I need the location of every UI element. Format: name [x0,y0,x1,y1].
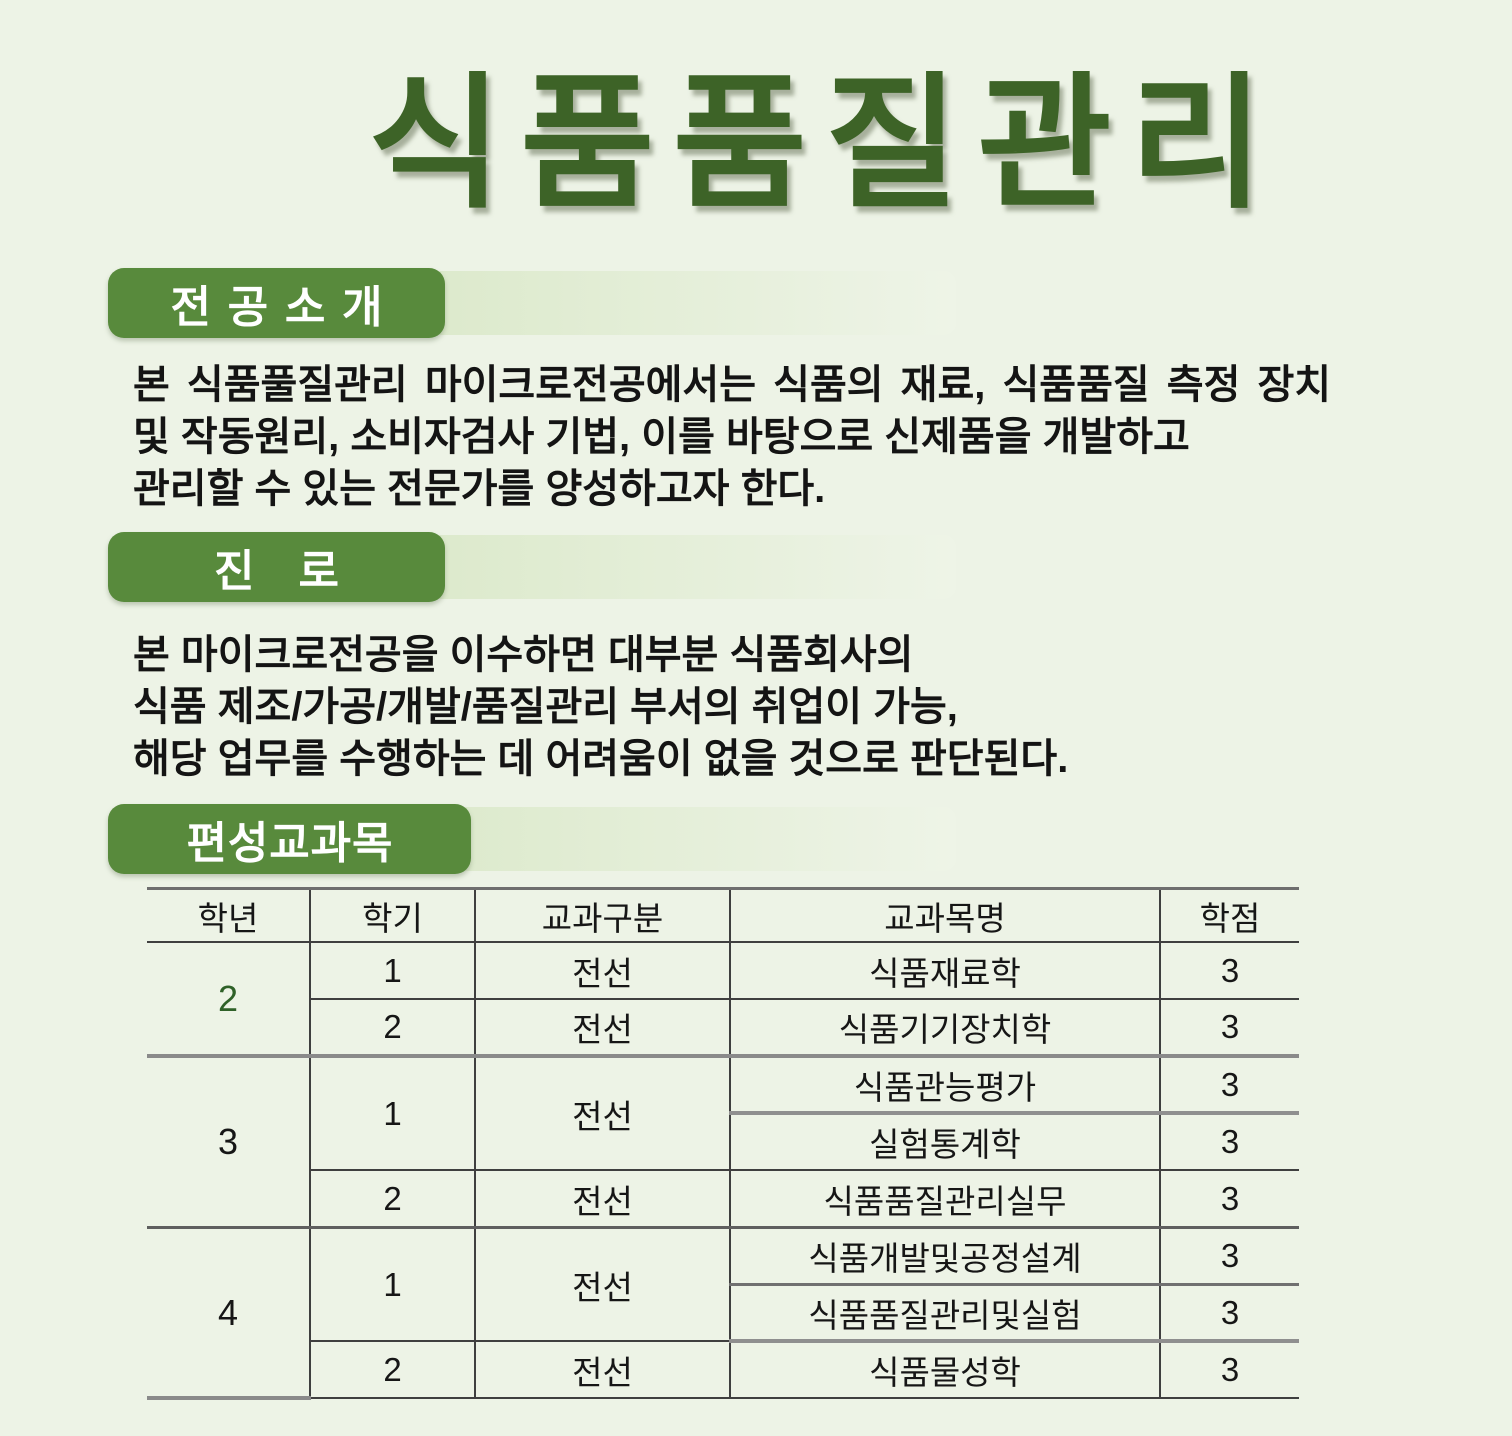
table-row: 3 1 전선 식품관능평가 3 [147,1056,1299,1229]
career-heading-label: 진로 [214,546,383,596]
course-name-cell: 식품기기장치학 [729,999,1160,1059]
header-cell-course: 교과목명 [729,886,1160,944]
table-row: 식품품질관리및실험 3 [147,1284,1299,1344]
table-header-row: 학년 학기 교과구분 교과목명 학점 [147,886,1299,944]
header-cell-credit: 학점 [1159,886,1299,944]
table-row: 4 1 전선 식품개발및공정설계 3 [147,1227,1299,1401]
category-cell: 전선 [474,942,730,1001]
course-name-cell: 식품재료학 [729,942,1160,1001]
course-name-cell: 식품품질관리실무 [729,1170,1160,1229]
course-name-cell: 식품물성학 [729,1341,1160,1400]
credit-cell: 3 [1159,1341,1299,1400]
paragraph-line: 식품 제조/가공/개발/품질관리 부서의 취업이 가능, [133,684,958,729]
course-name-cell: 식품품질관리및실험 [729,1284,1160,1344]
table-row: 2 전선 식품물성학 3 [147,1341,1299,1400]
paragraph-line: 해당 업무를 수행하는 데 어려움이 없을 것으로 판단된다. [133,736,1069,781]
credit-cell: 3 [1159,999,1299,1059]
header-cell-semester: 학기 [309,886,475,944]
semester-cell: 1 [309,1056,475,1172]
courses-heading-label: 편성교과목 [186,818,394,868]
section-header-courses: 편성교과목 [108,803,956,874]
credit-cell: 3 [1159,1284,1299,1344]
semester-cell: 2 [309,1170,475,1229]
credit-cell: 3 [1159,1170,1299,1229]
paragraph-line: 관리할 수 있는 전문가를 양성하고자 한다. [133,466,826,511]
career-heading-pill: 진로 [108,531,445,602]
year-cell: 2 [147,942,310,1059]
credit-cell: 3 [1159,1227,1299,1286]
table-row: 실험통계학 3 [147,1113,1299,1172]
category-cell: 전선 [474,1056,730,1172]
semester-cell: 1 [309,942,475,1001]
table-row: 2 전선 식품품질관리실무 3 [147,1170,1299,1229]
year-cell: 3 [147,1056,310,1229]
semester-cell: 2 [309,999,475,1059]
table-row: 2 1 전선 식품재료학 3 [147,942,1299,1059]
course-name-cell: 실험통계학 [729,1113,1160,1172]
table-row: 2 전선 식품기기장치학 3 [147,999,1299,1059]
intro-heading-label: 전공소개 [170,282,400,332]
credit-cell: 3 [1159,942,1299,1001]
category-cell: 전선 [474,1170,730,1229]
semester-cell: 1 [309,1227,475,1343]
intro-paragraph: 본 식품풀질관리 마이크로전공에서는 식품의 재료, 식품품질 측정 장치 및 … [133,359,1432,515]
course-name-cell: 식품개발및공정설계 [729,1227,1160,1286]
courses-heading-pill: 편성교과목 [108,803,471,874]
header-cell-category: 교과구분 [474,886,730,944]
page-title: 식품품질관리 [368,62,1282,225]
career-paragraph: 본 마이크로전공을 이수하면 대부분 식품회사의 식품 제조/가공/개발/품질관… [133,629,1432,785]
year-cell: 4 [147,1227,310,1401]
course-name-cell: 식품관능평가 [729,1056,1160,1116]
paragraph-line: 본 식품풀질관리 마이크로전공에서는 식품의 재료, 식품품질 측정 장치 [133,362,1332,407]
category-cell: 전선 [474,1341,730,1400]
paragraph-line: 및 작동원리, 소비자검사 기법, 이를 바탕으로 신제품을 개발하고 [133,414,1190,459]
credit-cell: 3 [1159,1056,1299,1116]
courses-table: 학년 학기 교과구분 교과목명 학점 2 1 전선 식품재료학 3 2 전선 식… [147,886,1299,1401]
semester-cell: 2 [309,1341,475,1400]
section-header-career: 진로 [108,531,956,602]
paragraph-line: 본 마이크로전공을 이수하면 대부분 식품회사의 [133,632,914,677]
section-header-intro: 전공소개 [108,267,956,338]
credit-cell: 3 [1159,1113,1299,1172]
category-cell: 전선 [474,1227,730,1343]
intro-heading-pill: 전공소개 [108,267,445,338]
header-cell-year: 학년 [147,886,310,944]
category-cell: 전선 [474,999,730,1059]
